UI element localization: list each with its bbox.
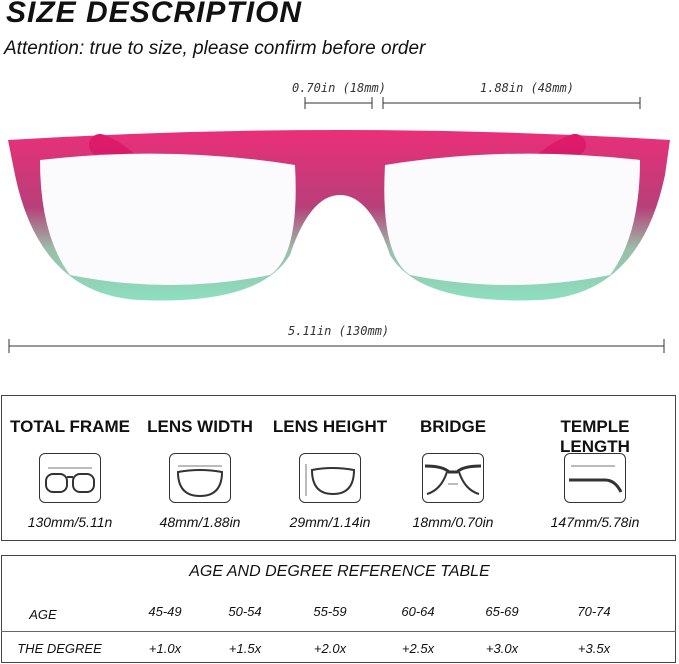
spec-label: TOTAL FRAME: [10, 417, 130, 436]
age-cell: 65-69: [485, 604, 519, 619]
spec-value: 147mm/5.78in: [550, 514, 640, 530]
spec-value: 130mm/5.11n: [27, 514, 113, 530]
spec-label: TEMPLE LENGTH: [560, 417, 630, 456]
total-dimension-arrow: [8, 339, 665, 353]
bridge-icon: [422, 453, 484, 503]
lens-width-icon: [169, 453, 231, 503]
age-cell: 45-49: [148, 604, 182, 619]
degree-cell: +2.0x: [313, 641, 347, 656]
title: SIZE DESCRIPTION: [6, 0, 303, 29]
spec-label: LENS HEIGHT: [272, 417, 388, 436]
age-cell: 70-74: [577, 604, 611, 619]
lens-dimension: 1.88in (48mm): [480, 81, 574, 95]
degree-cell: +2.5x: [401, 641, 435, 656]
attention-note: Attention: true to size, please confirm …: [4, 38, 426, 59]
dimension-arrows-top: [304, 97, 641, 109]
age-label: AGE: [29, 607, 57, 622]
degree-cell: +1.0x: [148, 641, 182, 656]
degree-cell: +3.5x: [577, 641, 611, 656]
age-cell: 55-59: [313, 604, 347, 619]
age-cell: 50-54: [228, 604, 262, 619]
spec-value: 29mm/1.14in: [289, 514, 371, 530]
temple-length-icon: [564, 453, 626, 503]
age-degree-table: [1, 555, 676, 663]
spec-value: 18mm/0.70in: [412, 514, 494, 530]
spec-value: 48mm/1.88in: [159, 514, 241, 530]
spec-label: LENS WIDTH: [147, 417, 253, 436]
total-frame-icon: [39, 453, 101, 503]
bridge-dimension: 0.70in (18mm): [292, 81, 386, 95]
degree-label: THE DEGREE: [17, 641, 102, 656]
lens-height-icon: [299, 453, 361, 503]
table-divider: [1, 631, 676, 632]
specs-panel: [1, 395, 676, 541]
table-title: AGE AND DEGREE REFERENCE TABLE: [189, 563, 490, 580]
spec-label: BRIDGE: [419, 417, 487, 436]
degree-cell: +1.5x: [228, 641, 262, 656]
degree-cell: +3.0x: [485, 641, 519, 656]
total-dimension: 5.11in (130mm): [288, 324, 390, 338]
glasses-photo: [8, 130, 670, 301]
age-cell: 60-64: [401, 604, 435, 619]
